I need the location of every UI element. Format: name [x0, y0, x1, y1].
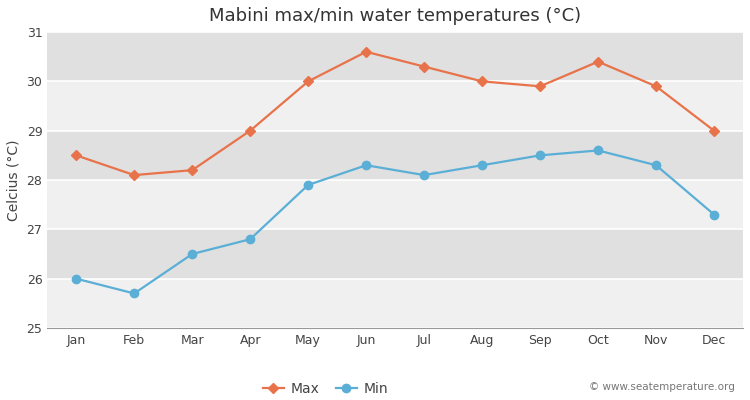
Min — [652, 163, 661, 168]
Bar — [47, 180, 743, 229]
Min — [188, 252, 196, 256]
Max — [304, 79, 313, 84]
Max — [188, 168, 196, 172]
Max — [362, 49, 370, 54]
Min — [246, 237, 255, 242]
Title: Mabini max/min water temperatures (°C): Mabini max/min water temperatures (°C) — [209, 7, 581, 25]
Max — [652, 84, 661, 89]
Max — [710, 128, 718, 133]
Min — [304, 182, 313, 187]
Min — [478, 163, 487, 168]
Min — [593, 148, 602, 153]
Legend: Max, Min: Max, Min — [257, 376, 394, 400]
Max — [246, 128, 255, 133]
Bar — [47, 32, 743, 81]
Bar — [47, 279, 743, 328]
Min — [362, 163, 370, 168]
Y-axis label: Celcius (°C): Celcius (°C) — [7, 139, 21, 221]
Max — [130, 173, 139, 178]
Bar — [47, 81, 743, 131]
Text: © www.seatemperature.org: © www.seatemperature.org — [590, 382, 735, 392]
Bar — [47, 229, 743, 279]
Bar — [47, 131, 743, 180]
Line: Max: Max — [73, 48, 718, 178]
Min — [130, 291, 139, 296]
Max — [420, 64, 429, 69]
Max — [478, 79, 487, 84]
Min — [710, 212, 718, 217]
Min — [420, 173, 429, 178]
Max — [72, 153, 81, 158]
Max — [593, 59, 602, 64]
Max — [536, 84, 544, 89]
Min — [536, 153, 544, 158]
Line: Min: Min — [72, 146, 718, 298]
Min — [72, 276, 81, 281]
